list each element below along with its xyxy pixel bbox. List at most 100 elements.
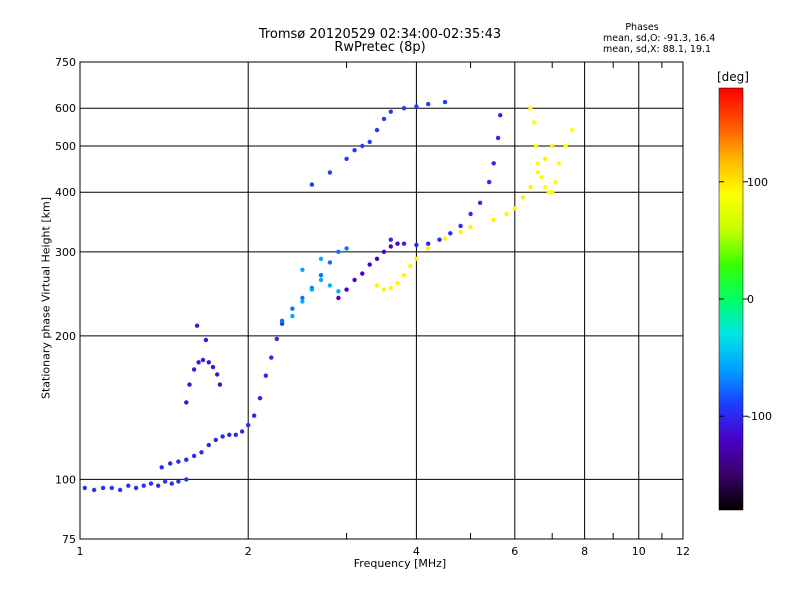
data-point — [556, 161, 562, 166]
data-point — [263, 373, 268, 378]
stats-o-mode: mean, sd,O: -91.3, 16.4 — [603, 33, 716, 44]
data-point — [344, 156, 349, 161]
data-point — [91, 487, 97, 493]
data-point — [327, 170, 333, 175]
data-point — [381, 249, 387, 254]
data-point — [279, 318, 285, 323]
data-point — [535, 170, 541, 175]
x-tick-label: 6 — [511, 545, 518, 558]
data-point — [528, 184, 533, 190]
plot-frame — [79, 61, 684, 540]
data-point — [187, 382, 192, 387]
data-point — [458, 223, 463, 229]
data-point — [442, 99, 448, 105]
data-point — [336, 295, 341, 301]
data-point — [381, 116, 387, 122]
data-point — [388, 109, 393, 114]
data-point — [498, 113, 503, 118]
data-point — [395, 241, 400, 246]
data-point — [352, 148, 357, 153]
y-tick-label: 100 — [55, 473, 76, 486]
data-point — [327, 283, 333, 288]
data-point — [468, 211, 473, 217]
x-tick-label: 4 — [413, 545, 420, 558]
data-point — [374, 256, 380, 261]
y-tick-label: 200 — [55, 330, 76, 343]
data-point — [360, 143, 365, 149]
data-point — [203, 337, 209, 343]
data-point — [290, 313, 295, 319]
data-point — [520, 195, 525, 200]
y-tick-label: 600 — [55, 102, 76, 115]
data-point — [215, 372, 220, 377]
data-point — [176, 479, 181, 484]
data-point — [388, 244, 393, 249]
data-point — [100, 485, 106, 491]
x-tick-label: 1 — [77, 545, 84, 558]
stats-heading: Phases — [625, 22, 659, 33]
data-point — [408, 263, 413, 269]
data-point — [318, 256, 324, 261]
data-point — [546, 190, 551, 195]
data-point — [118, 487, 123, 493]
data-point — [491, 161, 496, 166]
data-point — [184, 400, 189, 405]
data-point — [388, 237, 393, 242]
data-point — [109, 485, 115, 491]
data-point — [448, 231, 453, 236]
data-point — [300, 299, 305, 304]
data-point — [512, 206, 517, 211]
y-tick-label: 400 — [55, 186, 76, 199]
data-point — [550, 143, 555, 149]
y-axis-label: Stationary phase Virtual Height [km] — [39, 196, 53, 400]
data-point — [191, 453, 197, 459]
data-point — [126, 483, 131, 488]
data-point — [563, 143, 568, 149]
data-point — [300, 267, 305, 272]
data-point — [217, 382, 223, 387]
data-point — [458, 229, 463, 235]
data-point — [269, 355, 274, 360]
data-point — [381, 287, 387, 292]
x-axis-label: Frequency [MHz] — [353, 557, 447, 570]
colorbar-ticks: 100 0 -100 — [719, 176, 772, 423]
y-tick-label: 300 — [55, 246, 76, 259]
stats-x-mode: mean, sd,X: 88.1, 19.1 — [603, 44, 712, 55]
data-point — [309, 182, 315, 187]
data-point — [344, 287, 349, 292]
data-point — [360, 271, 365, 276]
data-point — [133, 485, 139, 491]
data-point — [274, 336, 279, 342]
x-tick-label: 12 — [676, 545, 690, 558]
data-point — [401, 106, 407, 111]
colorbar-unit: [deg] — [717, 70, 749, 84]
data-point — [318, 273, 324, 278]
y-tick-label: 75 — [62, 533, 76, 546]
data-point — [401, 273, 407, 278]
data-point — [252, 413, 257, 418]
data-point — [176, 459, 181, 464]
data-point — [543, 184, 548, 190]
data-point — [194, 323, 200, 328]
data-point — [148, 481, 154, 486]
data-point — [206, 360, 211, 365]
data-points — [82, 99, 575, 493]
data-point — [367, 262, 372, 267]
y-tick-label: 750 — [55, 56, 76, 69]
data-point — [414, 256, 419, 261]
chart-subtitle: RwPretec (8p) — [334, 40, 426, 55]
data-point — [344, 246, 349, 251]
y-tick-label: 500 — [55, 140, 76, 153]
data-point — [184, 477, 189, 482]
data-point — [239, 429, 245, 434]
data-point — [553, 179, 558, 185]
data-point — [227, 432, 232, 437]
data-point — [159, 465, 164, 470]
data-point — [437, 237, 442, 242]
data-point — [141, 483, 146, 488]
chart-title: Tromsø 20120529 02:34:00-02:35:43 — [258, 27, 502, 42]
data-point — [318, 277, 324, 283]
data-point — [414, 242, 419, 248]
colorbar-tick-label: 0 — [747, 293, 754, 306]
